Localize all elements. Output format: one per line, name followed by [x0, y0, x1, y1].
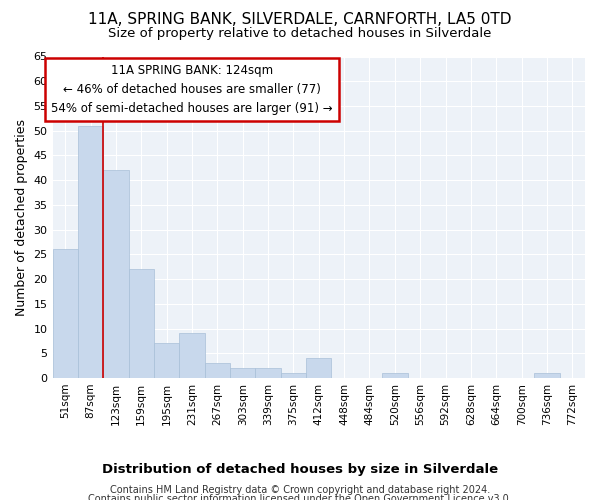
Bar	[179, 334, 205, 378]
Bar	[281, 373, 306, 378]
Bar	[103, 170, 128, 378]
Text: Contains public sector information licensed under the Open Government Licence v3: Contains public sector information licen…	[88, 494, 512, 500]
Text: 11A, SPRING BANK, SILVERDALE, CARNFORTH, LA5 0TD: 11A, SPRING BANK, SILVERDALE, CARNFORTH,…	[88, 12, 512, 28]
Bar	[230, 368, 256, 378]
Bar	[53, 250, 78, 378]
Text: Distribution of detached houses by size in Silverdale: Distribution of detached houses by size …	[102, 462, 498, 475]
Bar	[382, 373, 407, 378]
Bar	[154, 344, 179, 378]
Bar	[78, 126, 103, 378]
Text: Contains HM Land Registry data © Crown copyright and database right 2024.: Contains HM Land Registry data © Crown c…	[110, 485, 490, 495]
Bar	[205, 363, 230, 378]
Text: 11A SPRING BANK: 124sqm
← 46% of detached houses are smaller (77)
54% of semi-de: 11A SPRING BANK: 124sqm ← 46% of detache…	[51, 64, 333, 115]
Bar	[534, 373, 560, 378]
Bar	[128, 269, 154, 378]
Text: Size of property relative to detached houses in Silverdale: Size of property relative to detached ho…	[109, 28, 491, 40]
Y-axis label: Number of detached properties: Number of detached properties	[15, 119, 28, 316]
Bar	[256, 368, 281, 378]
Bar	[306, 358, 331, 378]
